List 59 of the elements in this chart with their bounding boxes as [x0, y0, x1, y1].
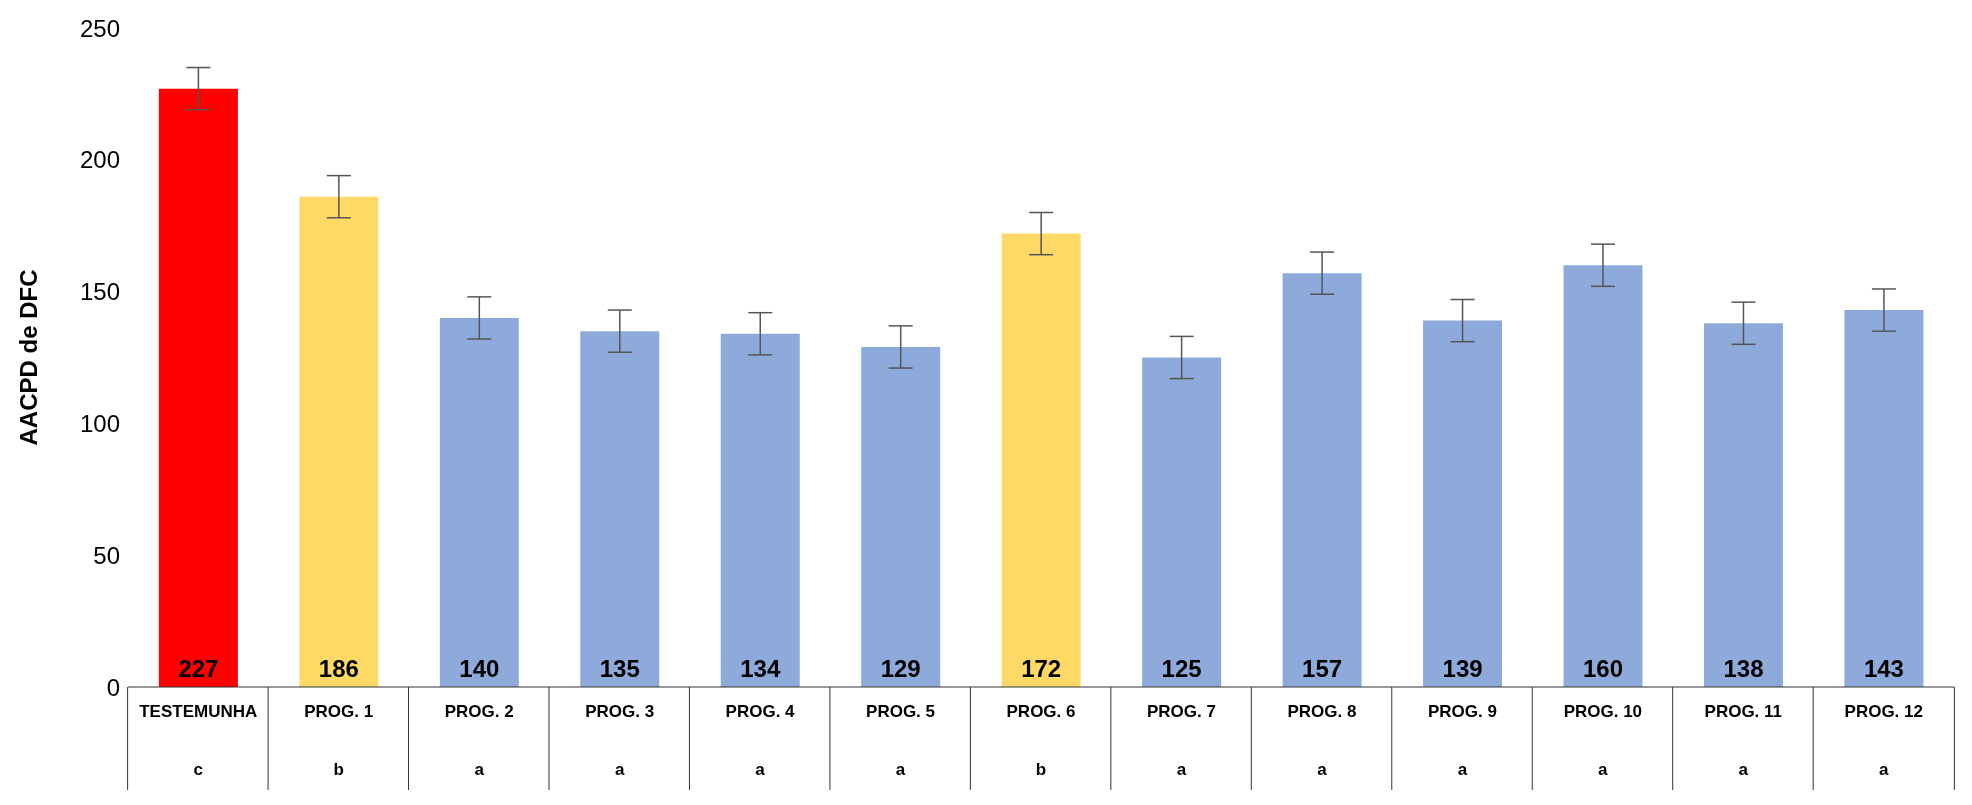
bar [720, 333, 800, 687]
data-label: 186 [318, 655, 359, 682]
data-label: 227 [178, 655, 219, 682]
text: a [1738, 760, 1749, 779]
y-tick-label: 0 [106, 673, 120, 701]
bar [158, 88, 238, 687]
x-tick-label: PROG. 2 [444, 702, 514, 721]
data-label: 157 [1302, 655, 1343, 682]
y-tick-label: 200 [79, 146, 120, 174]
bar [580, 331, 660, 687]
x-tick-label: PROG. 12 [1844, 702, 1923, 721]
data-label: 172 [1021, 655, 1062, 682]
x-tick-label: PROG. 11 [1704, 702, 1783, 721]
x-tick-label: PROG. 10 [1563, 702, 1643, 721]
data-label: 140 [459, 655, 500, 682]
text: b [333, 760, 344, 779]
bar [1282, 273, 1362, 687]
data-label: 134 [740, 655, 781, 682]
y-axis-title: AACPD de DFC [14, 269, 42, 446]
text: a [1317, 760, 1328, 779]
bar [299, 196, 379, 687]
bar [1001, 233, 1081, 687]
x-tick-label: PROG. 4 [725, 702, 796, 721]
text: a [614, 760, 625, 779]
data-label: 135 [599, 655, 640, 682]
x-tick-label: PROG. 1 [304, 702, 374, 721]
data-label: 129 [880, 655, 921, 682]
y-tick-label: 50 [93, 541, 120, 569]
x-tick-label: PROG. 3 [585, 702, 655, 721]
x-tick-label: PROG. 5 [866, 702, 936, 721]
y-tick-label: 250 [79, 14, 120, 42]
text: a [1598, 760, 1609, 779]
x-tick-label: PROG. 6 [1006, 702, 1076, 721]
data-label: 138 [1723, 655, 1764, 682]
x-tick-label: TESTEMUNHA [139, 702, 258, 721]
bar [439, 317, 519, 687]
data-label: 160 [1582, 655, 1624, 682]
y-tick-label: 150 [79, 278, 120, 306]
text: c [193, 760, 203, 779]
text: a [1879, 760, 1890, 779]
bar [1142, 357, 1222, 687]
x-tick-label: PROG. 9 [1427, 702, 1497, 721]
bar [1423, 320, 1503, 687]
y-tick-label: 100 [79, 409, 120, 437]
x-tick-label: PROG. 7 [1146, 702, 1216, 721]
text: a [895, 760, 906, 779]
x-tick-label: PROG. 8 [1287, 702, 1357, 721]
data-label: 143 [1863, 655, 1904, 682]
data-label: 139 [1442, 655, 1483, 682]
bar [861, 346, 941, 687]
text: b [1035, 760, 1047, 779]
bar [1563, 265, 1643, 687]
bar [1844, 310, 1924, 687]
data-label: 125 [1161, 655, 1202, 682]
text: a [1176, 760, 1187, 779]
text: a [474, 760, 485, 779]
text: a [755, 760, 766, 779]
bar [1703, 323, 1783, 687]
text: a [1457, 760, 1468, 779]
